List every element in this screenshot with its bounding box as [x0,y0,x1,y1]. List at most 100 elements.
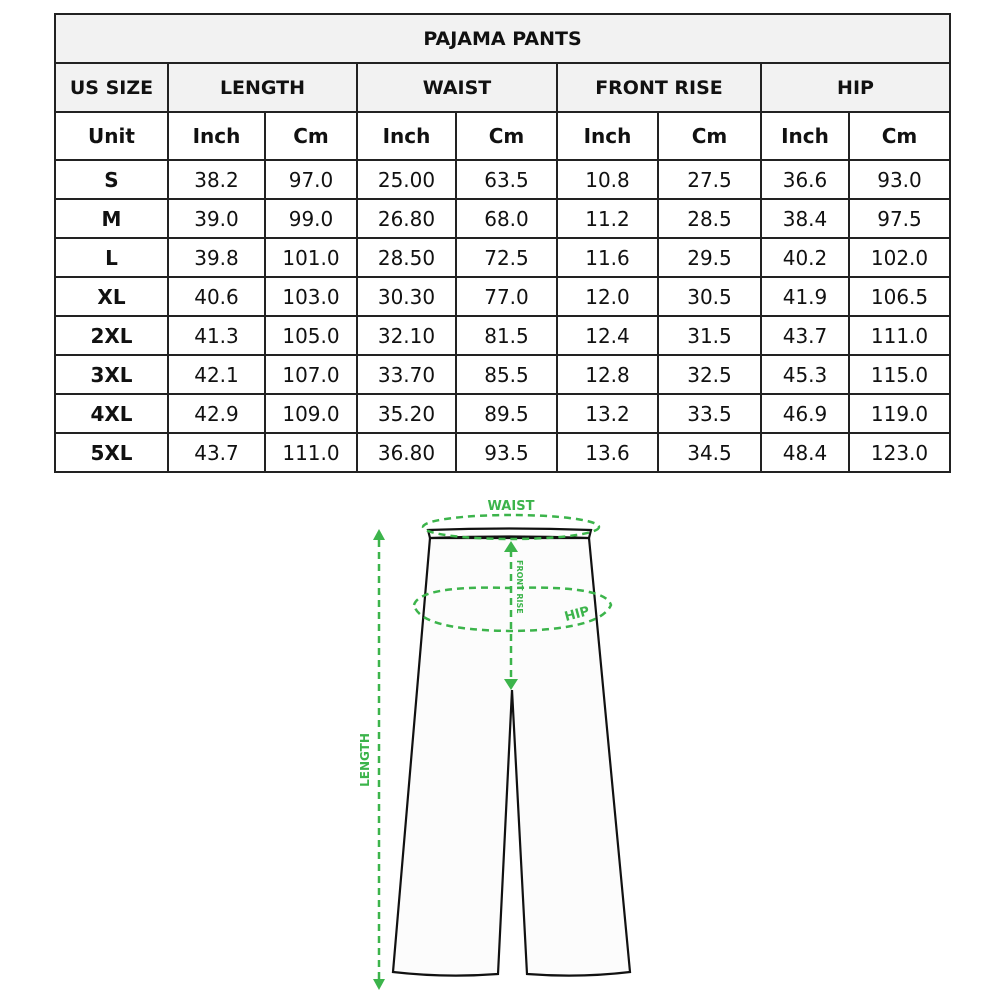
value-cell: 111.0 [847,315,952,356]
value-cell: 89.5 [455,393,558,434]
value-cell: 28.5 [657,198,762,239]
value-cell: 81.5 [455,315,558,356]
unit-cell: Cm [264,111,358,161]
value-cell: 48.4 [760,432,850,473]
table-row: 5XL 43.7 111.0 36.80 93.5 13.6 34.5 48.4 123.0 [54,432,952,473]
value-cell: 107.0 [264,354,358,395]
value-cell: 25.00 [356,159,457,200]
unit-cell: Cm [455,111,558,161]
value-cell: 97.0 [264,159,358,200]
size-cell: M [54,198,169,239]
value-cell: 101.0 [264,237,358,278]
header-hip: HIP [759,62,952,113]
table-row: 4XL 42.9 109.0 35.20 89.5 13.2 33.5 46.9 119.0 [54,393,952,434]
pants-outline [391,527,632,977]
unit-cell: Inch [356,111,457,161]
value-cell: 28.50 [356,237,457,278]
value-cell: 38.2 [167,159,266,200]
value-cell: 99.0 [264,198,358,239]
value-cell: 36.6 [760,159,850,200]
arrow-down-icon [373,979,385,990]
value-cell: 12.8 [556,354,659,395]
value-cell: 41.9 [760,276,850,317]
size-cell: L [54,237,169,278]
value-cell: 77.0 [455,276,558,317]
value-cell: 36.80 [356,432,457,473]
value-cell: 30.5 [657,276,762,317]
value-cell: 45.3 [760,354,850,395]
size-cell: XL [54,276,169,317]
value-cell: 32.10 [356,315,457,356]
size-cell: 3XL [54,354,169,395]
value-cell: 27.5 [657,159,762,200]
size-cell: 2XL [54,315,169,356]
table-row: XL 40.6 103.0 30.30 77.0 12.0 30.5 41.9 106.5 [54,276,952,317]
value-cell: 119.0 [847,393,952,434]
unit-cell: Inch [556,111,659,161]
waist-ellipse [421,513,601,541]
value-cell: 11.6 [556,237,659,278]
value-cell: 123.0 [847,432,952,473]
length-label: LENGTH [358,733,372,787]
size-chart-table: PAJAMA PANTS US SIZE LENGTH WAIST FRONT … [53,13,952,473]
value-cell: 38.4 [760,198,850,239]
value-cell: 29.5 [657,237,762,278]
table-row: L 39.8 101.0 28.50 72.5 11.6 29.5 40.2 102.0 [54,237,952,278]
value-cell: 39.8 [167,237,266,278]
arrow-up-icon [373,529,385,540]
value-cell: 105.0 [264,315,358,356]
value-cell: 115.0 [847,354,952,395]
waist-label: WAIST [488,499,535,514]
hip-label: HIP [563,604,591,625]
header-waist: WAIST [356,62,558,113]
table-row: M 39.0 99.0 26.80 68.0 11.2 28.5 38.4 97.5 [54,198,952,239]
value-cell: 31.5 [657,315,762,356]
value-cell: 103.0 [264,276,358,317]
unit-cell: Inch [760,111,850,161]
unit-cell: Cm [657,111,762,161]
value-cell: 33.70 [356,354,457,395]
value-cell: 42.1 [167,354,266,395]
value-cell: 109.0 [264,393,358,434]
arrow-up-icon [504,541,518,552]
unit-cell: Inch [167,111,266,161]
value-cell: 13.2 [556,393,659,434]
unit-cell: Cm [847,111,952,161]
value-cell: 106.5 [847,276,952,317]
table-row: S 38.2 97.0 25.00 63.5 10.8 27.5 36.6 93.0 [54,159,952,200]
value-cell: 72.5 [455,237,558,278]
value-cell: 30.30 [356,276,457,317]
value-cell: 39.0 [167,198,266,239]
hip-ellipse [412,586,613,633]
value-cell: 46.9 [760,393,850,434]
value-cell: 26.80 [356,198,457,239]
value-cell: 12.4 [556,315,659,356]
table-row: 2XL 41.3 105.0 32.10 81.5 12.4 31.5 43.7 111.0 [54,315,952,356]
header-length: LENGTH [167,62,358,113]
value-cell: 93.0 [847,159,952,200]
value-cell: 10.8 [556,159,659,200]
header-front-rise: FRONT RISE [556,62,762,113]
unit-cell: Unit [54,111,169,161]
value-cell: 85.5 [455,354,558,395]
value-cell: 43.7 [167,432,266,473]
value-cell: 42.9 [167,393,266,434]
value-cell: 35.20 [356,393,457,434]
value-cell: 68.0 [455,198,558,239]
value-cell: 12.0 [556,276,659,317]
value-cell: 111.0 [264,432,358,473]
value-cell: 33.5 [657,393,762,434]
table-title: PAJAMA PANTS [53,13,952,64]
value-cell: 97.5 [847,198,952,239]
value-cell: 11.2 [556,198,659,239]
value-cell: 40.2 [760,237,850,278]
size-cell: 4XL [54,393,169,434]
value-cell: 63.5 [455,159,558,200]
arrow-down-icon [504,679,518,690]
value-cell: 93.5 [455,432,558,473]
value-cell: 32.5 [657,354,762,395]
table-row: 3XL 42.1 107.0 33.70 85.5 12.8 32.5 45.3 115.0 [54,354,952,395]
value-cell: 13.6 [556,432,659,473]
size-cell: 5XL [54,432,169,473]
